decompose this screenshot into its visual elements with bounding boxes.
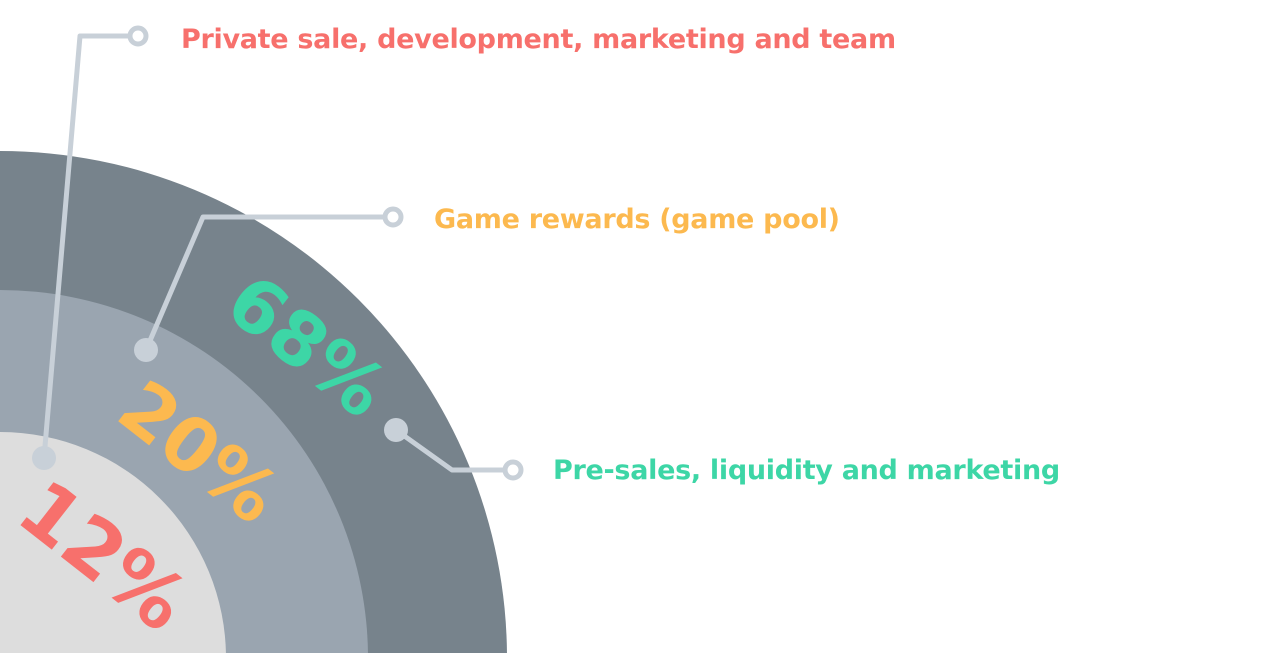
connector-private-sale-anchor-dot	[32, 446, 56, 470]
connector-game-rewards-line	[143, 214, 393, 351]
connector-private-sale-line	[41, 33, 138, 459]
connector-pre-sales-line	[394, 427, 513, 473]
rings-layer	[0, 151, 507, 657]
connector-pre-sales-end-ring	[502, 459, 524, 481]
ring-private-sale	[0, 432, 226, 657]
legend-label-pre-sales: Pre-sales, liquidity and marketing	[553, 455, 1060, 486]
connector-game-rewards-anchor-dot	[134, 338, 158, 362]
connector-private-sale	[32, 25, 149, 470]
connector-game-rewards	[134, 206, 404, 362]
connector-game-rewards-end-ring	[382, 206, 404, 228]
legend-label-game-rewards: Game rewards (game pool)	[434, 204, 840, 235]
connector-private-sale-end-ring	[127, 25, 149, 47]
legend-label-private-sale: Private sale, development, marketing and…	[181, 24, 896, 55]
connectors-layer	[32, 25, 524, 481]
connector-pre-sales	[384, 418, 524, 481]
connector-pre-sales-anchor-dot	[384, 418, 408, 442]
